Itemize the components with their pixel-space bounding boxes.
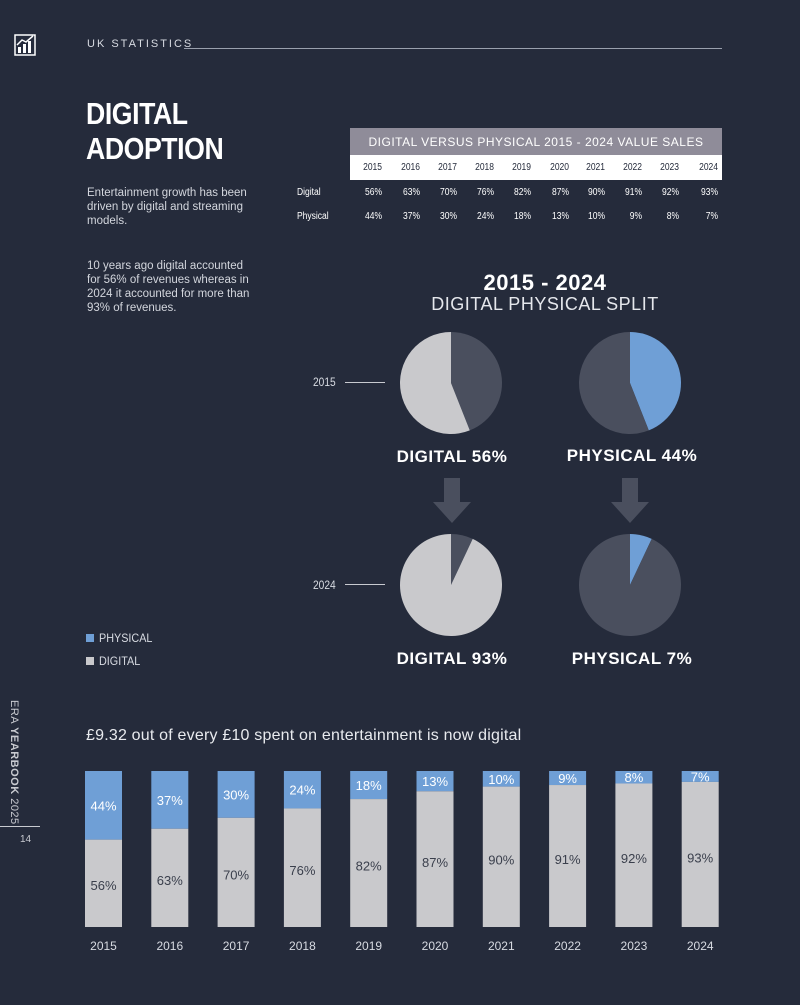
bar-digital-2023 xyxy=(615,783,653,927)
bar-digital-2021 xyxy=(482,786,520,927)
x-tick-label: 2020 xyxy=(422,939,449,953)
table-title: DIGITAL VERSUS PHYSICAL 2015 - 2024 VALU… xyxy=(350,128,722,155)
bar-physical-2018 xyxy=(283,771,321,809)
title-line-2: ADOPTION xyxy=(86,131,224,166)
bar-physical-2023 xyxy=(615,771,653,784)
bar-digital-2018 xyxy=(283,808,321,927)
bar-digital-2024 xyxy=(681,781,719,927)
pie-2024-left-digital-slice xyxy=(400,534,503,637)
bar-label-digital: 76% xyxy=(289,863,315,878)
bar-label-physical: 7% xyxy=(691,769,710,784)
bar-digital-2019 xyxy=(350,799,388,927)
year-label-2015: 2015 xyxy=(313,375,336,389)
bar-digital-2020 xyxy=(416,791,454,927)
bar-label-digital: 87% xyxy=(422,855,448,870)
stacked-bar-chart: 44% 56% 2015 37% 63% 2016 30% 70% 2017 24% 76% 2018… xyxy=(85,769,719,953)
split-subtitle: DIGITAL PHYSICAL SPLIT xyxy=(431,294,659,314)
bar-physical-2015 xyxy=(85,771,122,840)
bar-label-digital: 90% xyxy=(488,853,514,868)
year-label-2024: 2024 xyxy=(313,578,336,592)
pie-2024-right-digital-slice xyxy=(579,534,682,637)
bar-label-physical: 8% xyxy=(625,770,644,785)
arrow-down-icon xyxy=(611,478,649,523)
pie-charts xyxy=(400,332,682,637)
bar-label-digital: 63% xyxy=(157,873,183,888)
year-line-2024 xyxy=(345,584,385,585)
legend-physical-label: PHYSICAL xyxy=(99,631,153,645)
year-line-2015 xyxy=(345,382,385,383)
pie-2015-right-digital-slice xyxy=(579,332,649,434)
header-divider xyxy=(184,48,722,49)
split-title: 2015 - 2024 xyxy=(483,270,607,295)
pie-2024-right-physical-slice xyxy=(630,534,652,585)
label-digital-2015: DIGITAL 56% xyxy=(396,447,508,466)
x-tick-label: 2016 xyxy=(156,939,183,953)
bar-digital-2017 xyxy=(217,817,255,927)
bar-label-digital: 93% xyxy=(687,850,713,865)
page-title: DIGITAL ADOPTION xyxy=(86,96,224,166)
x-tick-label: 2017 xyxy=(223,939,250,953)
x-tick-label: 2024 xyxy=(687,939,714,953)
chart-icon xyxy=(14,34,36,56)
pie-2015-left-digital-slice xyxy=(400,332,470,434)
table-year-row xyxy=(350,155,722,180)
bar-label-physical: 10% xyxy=(488,772,514,787)
bar-label-physical: 24% xyxy=(289,783,315,798)
x-tick-label: 2021 xyxy=(488,939,515,953)
bar-physical-2016 xyxy=(151,771,189,829)
bar-label-physical: 13% xyxy=(422,774,448,789)
x-tick-label: 2022 xyxy=(554,939,581,953)
bar-physical-2020 xyxy=(416,771,454,792)
bar-physical-2021 xyxy=(482,771,520,787)
title-line-1: DIGITAL xyxy=(86,96,188,131)
x-tick-label: 2018 xyxy=(289,939,316,953)
bar-label-digital: 56% xyxy=(90,878,116,893)
bar-label-physical: 44% xyxy=(90,798,116,813)
bar-label-physical: 37% xyxy=(157,793,183,808)
legend-digital-label: DIGITAL xyxy=(99,654,141,668)
bar-label-physical: 9% xyxy=(558,771,577,786)
section-label: UK STATISTICS xyxy=(87,38,194,50)
pie-2015-right-physical-slice xyxy=(630,332,682,431)
pie-2015-left-physical-slice xyxy=(451,332,503,431)
legend-physical-swatch xyxy=(86,634,94,642)
label-physical-2024: PHYSICAL 7% xyxy=(571,649,693,668)
bar-physical-2024 xyxy=(681,771,719,782)
bar-label-digital: 70% xyxy=(223,868,249,883)
bar-label-physical: 18% xyxy=(356,778,382,793)
bar-digital-2016 xyxy=(151,828,189,927)
intro-paragraph-1: Entertainment growth has been driven by … xyxy=(87,187,247,227)
pie-2024-left-physical-slice xyxy=(451,534,473,585)
legend-digital-swatch xyxy=(86,657,94,665)
bar-physical-2022 xyxy=(549,771,587,786)
x-tick-label: 2015 xyxy=(90,939,117,953)
bar-physical-2017 xyxy=(217,771,255,818)
bar-chart-title: £9.32 out of every £10 spent on entertai… xyxy=(86,727,522,744)
arrow-down-icon xyxy=(433,478,471,523)
label-digital-2024: DIGITAL 93% xyxy=(396,649,508,668)
x-tick-label: 2019 xyxy=(355,939,382,953)
bar-digital-2022 xyxy=(549,785,587,927)
side-era: ERA xyxy=(8,700,20,728)
bar-digital-2015 xyxy=(85,839,122,927)
bar-label-physical: 30% xyxy=(223,787,249,802)
bar-label-digital: 91% xyxy=(555,852,581,867)
bar-label-digital: 92% xyxy=(621,851,647,866)
page-rule xyxy=(0,826,40,827)
bar-label-digital: 82% xyxy=(356,859,382,874)
page-number: 14 xyxy=(20,834,32,845)
bar-physical-2019 xyxy=(350,771,388,800)
x-tick-label: 2023 xyxy=(621,939,648,953)
intro-paragraph-2: 10 years ago digital accounted for 56% o… xyxy=(87,260,250,314)
label-physical-2015: PHYSICAL 44% xyxy=(566,446,698,465)
